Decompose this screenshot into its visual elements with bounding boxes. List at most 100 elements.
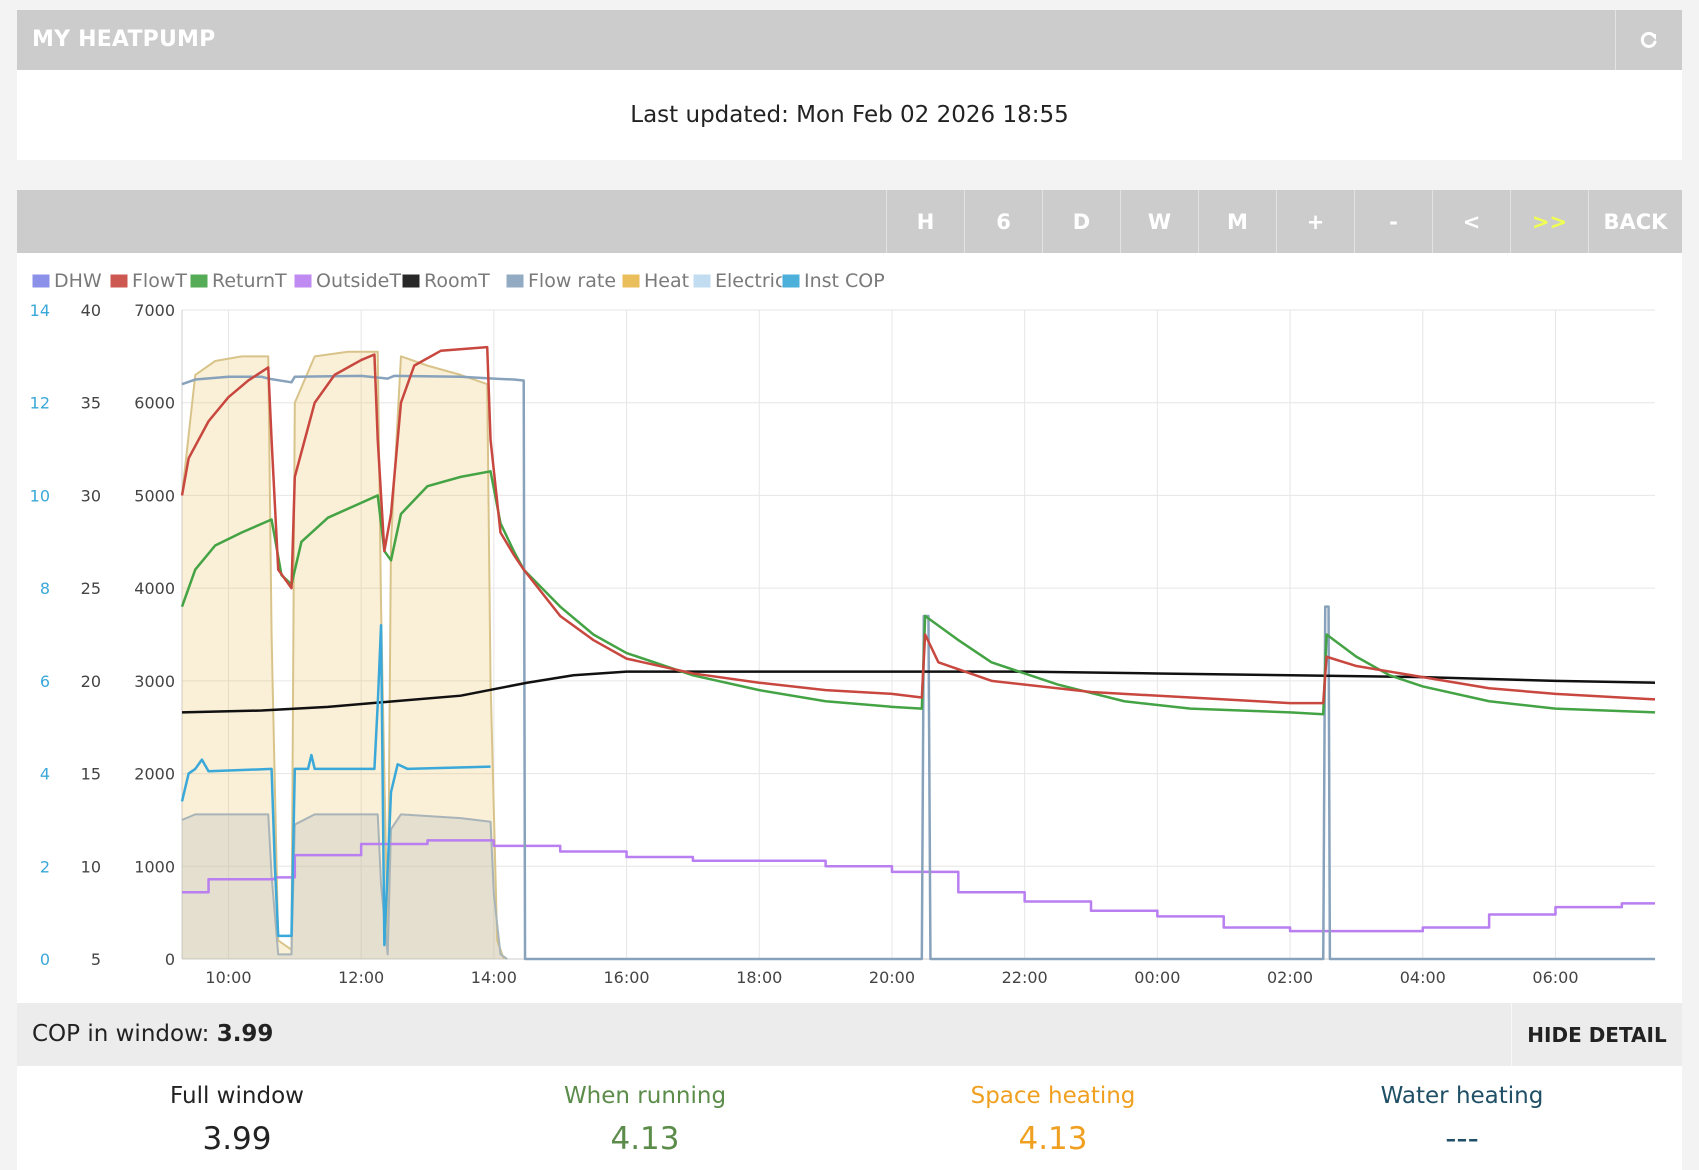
stat-space-heating: Space heating 4.13	[903, 1066, 1203, 1157]
y-tick-power: 0	[165, 950, 175, 969]
stat-label: Water heating	[1380, 1083, 1544, 1109]
legend-label: Heat	[644, 270, 689, 292]
cop-window-bar: COP in window: 3.99 HIDE DETAIL	[17, 1003, 1682, 1066]
y-tick-temperature: 30	[81, 486, 101, 505]
hide-detail-button[interactable]: HIDE DETAIL	[1511, 1003, 1682, 1066]
legend-label: DHW	[54, 270, 102, 292]
y-tick-temperature: 20	[81, 672, 101, 691]
legend-swatch	[621, 273, 641, 289]
y-tick-temperature: 5	[91, 950, 101, 969]
stat-value: 4.13	[610, 1121, 680, 1157]
cop-window-value: 3.99	[216, 1021, 274, 1047]
stat-value: ---	[1445, 1121, 1479, 1157]
legend-swatch	[505, 273, 525, 289]
flow-rate-line	[181, 374, 1655, 961]
stat-water-heating: Water heating ---	[1312, 1066, 1612, 1157]
refresh-button[interactable]	[1615, 10, 1682, 70]
roomt-line	[181, 670, 1656, 714]
legend-swatch	[31, 273, 51, 289]
stat-label: When running	[563, 1083, 727, 1109]
stat-when-running: When running 4.13	[495, 1066, 795, 1157]
y-tick-power: 6000	[134, 394, 175, 413]
range-button[interactable]: H	[886, 190, 964, 253]
y-tick-power: 1000	[134, 857, 175, 876]
legend-swatch	[109, 273, 129, 289]
y-tick-temperature: 10	[81, 857, 101, 876]
range-button[interactable]: 6	[964, 190, 1042, 253]
y-tick-temperature: 40	[81, 301, 101, 320]
app-title: MY HEATPUMP	[32, 27, 216, 52]
x-tick: 16:00	[603, 968, 649, 987]
range-button[interactable]: <	[1432, 190, 1510, 253]
stat-value: 3.99	[202, 1121, 272, 1157]
last-updated-panel: Last updated: Mon Feb 02 2026 18:55	[17, 70, 1682, 160]
legend-label: OutsideT	[316, 270, 401, 292]
legend-swatch	[401, 273, 421, 289]
heat-line	[181, 350, 505, 960]
legend-swatch	[692, 273, 712, 289]
stat-label: Space heating	[970, 1083, 1136, 1109]
y-tick-power: 3000	[134, 672, 175, 691]
legend-swatch	[781, 273, 801, 289]
range-button[interactable]: +	[1276, 190, 1354, 253]
y-tick-cop: 6	[40, 672, 50, 691]
x-tick: 02:00	[1267, 968, 1313, 987]
stat-value: 4.13	[1018, 1121, 1088, 1157]
legend-swatch	[189, 273, 209, 289]
stat-label: Full window	[170, 1083, 304, 1109]
x-tick: 10:00	[205, 968, 251, 987]
last-updated-text: Last updated: Mon Feb 02 2026 18:55	[630, 102, 1069, 128]
y-tick-power: 5000	[134, 486, 175, 505]
x-tick: 18:00	[736, 968, 782, 987]
legend-label: Inst COP	[804, 270, 885, 292]
inst-cop-line	[180, 623, 491, 947]
refresh-icon	[1640, 31, 1657, 48]
range-button[interactable]: D	[1042, 190, 1120, 253]
stat-full-window: Full window 3.99	[87, 1066, 387, 1157]
electric-area	[182, 814, 508, 959]
electric-line	[181, 813, 508, 960]
chart-panel: DHW FlowT ReturnT OutsideT RoomT Flow rate Hea…	[17, 253, 1682, 1003]
range-button[interactable]: W	[1120, 190, 1198, 253]
cop-window-text: COP in window: 3.99	[32, 1003, 273, 1066]
y-tick-cop: 4	[40, 765, 50, 784]
x-tick: 12:00	[338, 968, 384, 987]
y-tick-cop: 0	[40, 950, 50, 969]
y-tick-power: 4000	[134, 579, 175, 598]
y-tick-cop: 10	[30, 486, 50, 505]
y-tick-temperature: 35	[81, 394, 101, 413]
x-tick: 20:00	[869, 968, 915, 987]
cop-stats-panel: Full window 3.99 When running 4.13 Space…	[17, 1066, 1682, 1170]
app-header: MY HEATPUMP	[17, 10, 1682, 70]
cop-window-label: COP in window:	[32, 1021, 210, 1047]
chart-toolbar: H 6 D W M + - < >> BACK	[17, 190, 1682, 253]
legend-label: Flow rate	[528, 270, 616, 292]
y-tick-power: 2000	[134, 765, 175, 784]
range-button[interactable]: BACK	[1588, 190, 1682, 253]
time-range-buttons: H 6 D W M + - < >> BACK	[886, 190, 1682, 253]
y-tick-temperature: 15	[81, 765, 101, 784]
x-tick: 06:00	[1532, 968, 1578, 987]
legend-label: RoomT	[424, 270, 490, 292]
legend-label: FlowT	[132, 270, 187, 292]
returnt-line	[180, 470, 1656, 716]
heat-area	[182, 351, 504, 959]
range-button[interactable]: M	[1198, 190, 1276, 253]
x-tick: 22:00	[1002, 968, 1048, 987]
legend-label: ReturnT	[212, 270, 287, 292]
flowt-line	[180, 345, 1656, 705]
heatpump-chart[interactable]: DHW FlowT ReturnT OutsideT RoomT Flow rate Hea…	[17, 253, 1682, 1003]
y-tick-power: 7000	[134, 301, 175, 320]
legend-swatch	[293, 273, 313, 289]
y-tick-temperature: 25	[81, 579, 101, 598]
y-tick-cop: 2	[40, 857, 50, 876]
range-button[interactable]: -	[1354, 190, 1432, 253]
outsidet-line	[182, 839, 1655, 933]
y-tick-cop: 14	[30, 301, 50, 320]
x-tick: 14:00	[471, 968, 517, 987]
y-tick-cop: 8	[40, 579, 50, 598]
range-button[interactable]: >>	[1510, 190, 1588, 253]
legend-label: Electric	[715, 270, 785, 292]
x-tick: 00:00	[1134, 968, 1180, 987]
x-tick: 04:00	[1400, 968, 1446, 987]
